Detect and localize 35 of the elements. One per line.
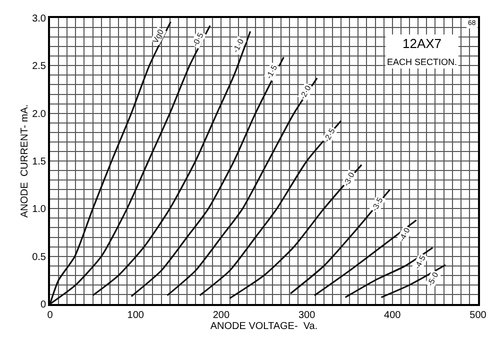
line-series <box>228 164 362 300</box>
text: -4·0 <box>397 226 412 244</box>
text: -1·5 <box>264 63 280 80</box>
line-series <box>314 219 418 296</box>
text: -2·0 <box>298 84 314 101</box>
x-tick-label: 500 <box>470 310 487 321</box>
x-tick-label: 300 <box>298 310 316 321</box>
y-tick-label: 0.5 <box>32 252 46 263</box>
y-tick-label: 2.0 <box>32 108 46 120</box>
text: -3·0 <box>342 170 357 188</box>
y-tick-label: 2.5 <box>32 61 46 72</box>
x-tick-label: 100 <box>127 310 144 321</box>
y-tick-label: 1.0 <box>32 204 46 216</box>
x-tick-label: 400 <box>384 310 402 321</box>
text: -1·0 <box>231 36 246 54</box>
text: -2·5 <box>322 126 338 144</box>
text: 12AX7 <box>402 36 442 51</box>
x-axis-title: ANODE VOLTAGE- Va. <box>210 321 318 332</box>
x-tick-label: 200 <box>212 310 230 321</box>
line-series <box>130 56 284 298</box>
line-series <box>290 188 391 294</box>
text: -3·5 <box>370 195 385 213</box>
y-axis-title: ANODE CURRENT- mA. <box>20 104 31 218</box>
x-tick-label: 0 <box>47 310 54 321</box>
line-series <box>199 120 342 296</box>
line-series <box>166 77 318 296</box>
text: -0·5 <box>190 30 206 48</box>
text: -5·0 <box>426 270 441 288</box>
y-tick-label: 0 <box>40 300 46 310</box>
y-tick-label: 1.5 <box>32 156 46 168</box>
text: EACH SECTION. <box>387 56 458 67</box>
line-series <box>92 30 252 296</box>
text: -4·5 <box>412 253 428 271</box>
y-tick-label: 3.0 <box>32 14 46 24</box>
text: Vg0 <box>150 27 166 45</box>
